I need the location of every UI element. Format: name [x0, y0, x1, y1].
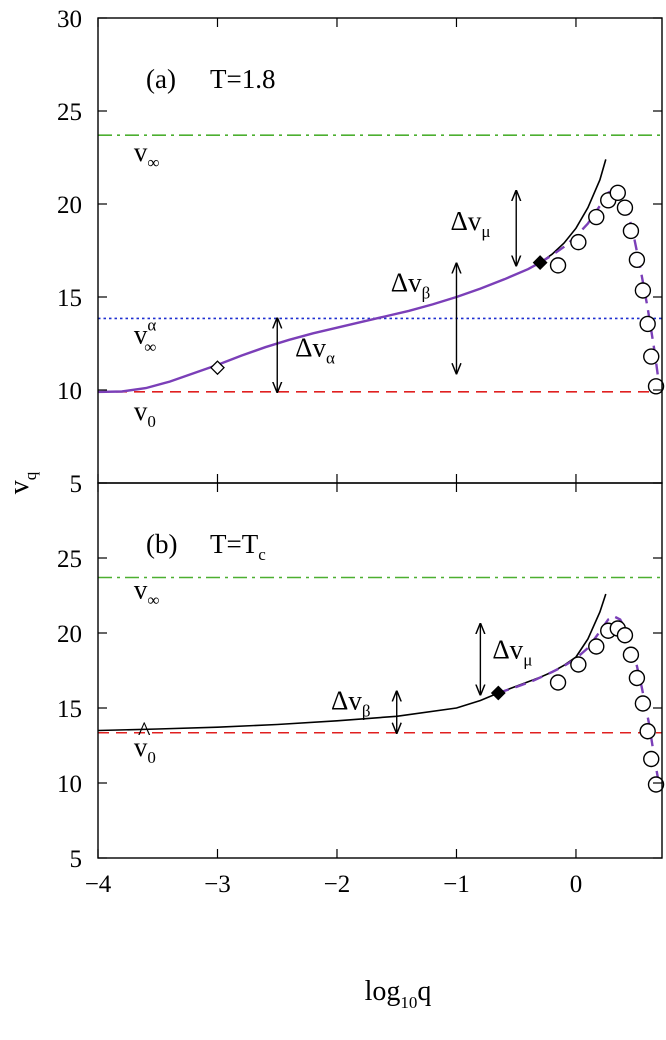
y-tick-label: 15 — [57, 285, 82, 312]
y-tick-label: 20 — [57, 192, 82, 219]
series-line-1 — [497, 615, 661, 788]
y-tick-label: 25 — [57, 99, 82, 126]
filled-diamond-marker — [490, 685, 506, 701]
data-point-circle — [588, 208, 605, 226]
y-tick-label: 10 — [57, 771, 82, 798]
data-point-circle — [549, 674, 567, 691]
x-tick-label: −1 — [443, 871, 470, 898]
x-tick-label: −4 — [85, 871, 112, 898]
y-tick-label: 15 — [57, 696, 82, 723]
plot-frame — [97, 17, 663, 484]
y-tick-label: 20 — [57, 621, 82, 648]
panel-label: (b) — [146, 529, 177, 559]
data-point-circle — [609, 184, 626, 202]
data-point-circle — [643, 750, 660, 768]
data-point-circle — [639, 315, 656, 333]
y-tick-label: 25 — [57, 546, 82, 573]
panel-a: v∞ vα ∞ v0 Δvα Δvβ Δvμ 5 10 15 20 25 30 (a) T=1.8 — [57, 6, 665, 498]
data-point-circle — [647, 378, 665, 395]
data-point-circle — [639, 723, 656, 740]
arrow-label: Δvβ — [331, 686, 371, 721]
panel-label: (a) — [146, 64, 176, 94]
x-tick-label: 0 — [570, 871, 583, 898]
reference-line-label: v0 — [134, 396, 156, 431]
panel-title: T=1.8 — [210, 64, 275, 94]
reference-line-label: v∞ — [134, 575, 160, 610]
data-point-circle — [570, 656, 587, 673]
data-point-circle — [647, 776, 665, 793]
series-line-0 — [98, 159, 607, 393]
x-tick-label: −3 — [204, 871, 231, 898]
data-point-circle — [643, 348, 660, 365]
reference-line-label: vα ∞ — [134, 316, 157, 357]
data-point-circle — [634, 695, 652, 712]
y-tick-label: 5 — [70, 471, 83, 498]
arrow-label: Δvμ — [492, 635, 532, 670]
reference-line-label: v0 — [134, 732, 156, 767]
reference-line-label: v∞ — [134, 137, 160, 172]
data-point-circle — [634, 282, 652, 299]
y-axis-label: vq — [4, 471, 40, 494]
y-axis-label-text: vq — [4, 471, 40, 494]
y-tick-label: 5 — [70, 846, 83, 873]
data-point-circle — [549, 257, 567, 274]
data-point-circle — [628, 669, 646, 687]
x-axis-label: log10q — [365, 976, 432, 1012]
data-point-circle — [622, 222, 640, 240]
y-tick-label: 10 — [57, 378, 82, 405]
y-tick-label: 30 — [57, 6, 82, 33]
panel-b: v∞ v0^ Δvβ Δvμ 5 10 15 20 25 −4 −3 −2 −1 0 (b) T=Tc log1… — [57, 482, 665, 1012]
filled-diamond-marker — [532, 255, 548, 271]
arrow-label: Δvβ — [391, 267, 431, 302]
arrow-label: Δvμ — [451, 206, 491, 241]
x-tick-label: −2 — [324, 871, 351, 898]
series-line-1 — [98, 261, 541, 394]
open-diamond-marker — [210, 360, 225, 376]
data-point-circle — [588, 638, 605, 655]
data-point-circle — [570, 233, 587, 251]
hat-accent: ^ — [138, 716, 151, 746]
panel-title: T=Tc — [210, 529, 266, 564]
data-point-circle — [628, 251, 646, 268]
data-point-circle — [622, 646, 640, 663]
arrow-label: Δvα — [295, 333, 335, 368]
data-point-circle — [616, 627, 634, 644]
plot-frame — [97, 482, 663, 859]
data-point-circle — [616, 199, 634, 216]
